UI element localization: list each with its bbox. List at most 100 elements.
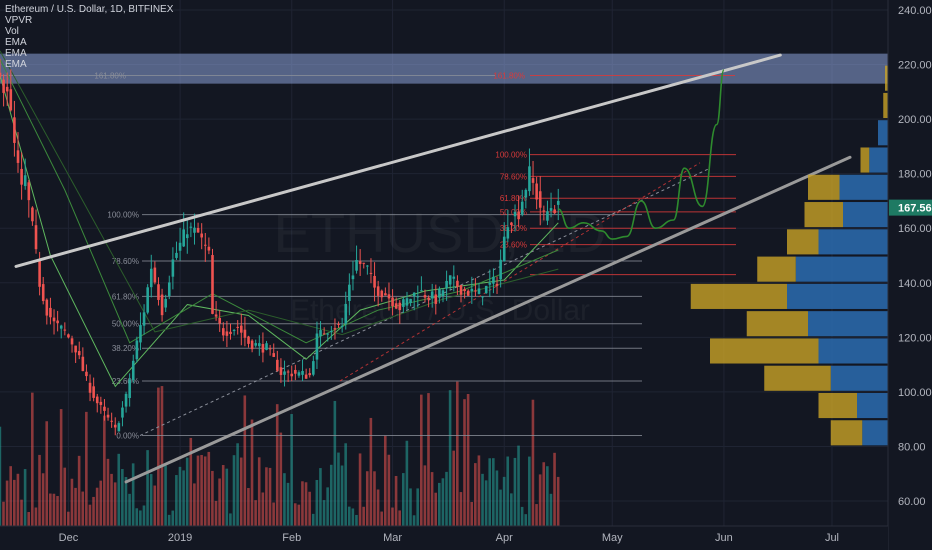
volume-bar (337, 452, 340, 526)
fib-right-label: 161.80% (493, 71, 525, 80)
volume-bar (362, 506, 365, 526)
volume-bar (470, 501, 474, 526)
candle-body (13, 117, 16, 143)
volume-bar (481, 473, 484, 526)
volume-bar (283, 473, 286, 526)
time-tick-label: Jul (825, 532, 839, 544)
volume-profile-up (839, 174, 892, 200)
candle-body (45, 299, 49, 316)
trend-channel[interactable] (14, 53, 852, 484)
resistance-zone[interactable] (0, 53, 888, 84)
candle-body (211, 255, 214, 314)
candle-body (355, 259, 358, 271)
candle-body (0, 72, 2, 77)
candle-body (456, 280, 459, 287)
candle-body (423, 295, 427, 298)
legend-symbol[interactable]: Ethereum / U.S. Dollar, 1D, BITFINEX (5, 4, 174, 15)
last-price-badge (889, 199, 932, 216)
volume-profile-up (787, 283, 892, 309)
candle-body (203, 244, 207, 246)
volume-bar (542, 462, 546, 526)
chart-legend: Ethereum / U.S. Dollar, 1D, BITFINEX VPV… (5, 4, 173, 70)
price-tick-label: 180.00 (898, 169, 932, 181)
volume-bar (52, 493, 56, 526)
volume-bar (5, 480, 9, 526)
volume-bar (131, 463, 135, 526)
volume-bar (139, 510, 142, 526)
volume-bar (538, 474, 542, 526)
projection-path[interactable] (557, 69, 725, 240)
volume-bar (34, 507, 38, 526)
volume-bar (344, 443, 347, 526)
candle-body (297, 372, 301, 376)
candle-body (286, 371, 290, 373)
volume-bar (74, 487, 77, 526)
candle-body (95, 396, 99, 404)
candle-body (121, 407, 124, 418)
fib-trendline-red[interactable] (339, 162, 701, 382)
candle-body (441, 290, 445, 297)
resistance-zone-rect[interactable] (0, 53, 888, 84)
volume-bar (463, 399, 466, 526)
candle-body (524, 189, 528, 198)
legend-indicator-ema[interactable]: EMA (5, 37, 27, 48)
volume-bar (182, 470, 185, 526)
volume-bar (398, 510, 401, 526)
candle-body (344, 303, 348, 324)
candle-body (420, 290, 423, 292)
candle-body (265, 343, 268, 350)
candle-body (445, 280, 448, 289)
projection-line[interactable] (557, 69, 725, 240)
volume-bar (178, 466, 182, 526)
candle-body (240, 325, 243, 333)
candle-body (301, 370, 304, 375)
time-tick-label: Mar (383, 532, 402, 544)
candle-body (528, 166, 531, 192)
legend-indicator-vol[interactable]: Vol (5, 26, 19, 37)
volume-bar (31, 392, 34, 526)
candle-body (488, 282, 492, 285)
volume-bar (124, 477, 128, 526)
fib-right-label: 23.60% (500, 241, 527, 250)
volume-bar (221, 465, 225, 526)
candle-body (243, 329, 247, 338)
volume-bar (340, 465, 344, 526)
candle-body (308, 373, 312, 376)
candle-body (315, 333, 319, 360)
volume-bar (2, 501, 5, 526)
candle-body (448, 275, 452, 285)
volume-bar (355, 514, 358, 526)
volume-bar (268, 467, 272, 526)
channel-lower-line[interactable] (124, 155, 852, 484)
volume-bar (556, 476, 560, 526)
volume-bar (239, 457, 243, 526)
time-tick-label: 2019 (168, 532, 192, 544)
candle-body (171, 259, 175, 277)
volume-bar (113, 482, 117, 526)
volume-profile-down (690, 283, 787, 309)
candle-body (326, 333, 330, 335)
legend-indicator-ema[interactable]: EMA (5, 48, 27, 59)
candle-body (261, 343, 265, 353)
time-tick-label: Feb (282, 532, 301, 544)
fib-left-label: 61.80% (112, 292, 139, 301)
candle-body (9, 89, 13, 111)
volume-profile-down (830, 420, 863, 446)
volume-bar (297, 504, 301, 526)
legend-indicator-vpvr[interactable]: VPVR (5, 15, 33, 26)
candle-body (470, 288, 474, 292)
volume-bar (369, 417, 373, 526)
volume-bar (38, 454, 41, 526)
legend-indicator-ema[interactable]: EMA (5, 59, 27, 70)
volume-bar (117, 453, 121, 526)
candle-body (513, 211, 517, 217)
fib-left-label: 100.00% (107, 211, 139, 220)
volume-profile-down (860, 147, 870, 173)
candle-body (225, 331, 229, 336)
candle-body (196, 227, 200, 233)
time-tick-label: Apr (496, 532, 513, 544)
ema-line (0, 75, 559, 388)
channel-upper-line[interactable] (14, 53, 782, 268)
volume-bar (535, 504, 538, 526)
